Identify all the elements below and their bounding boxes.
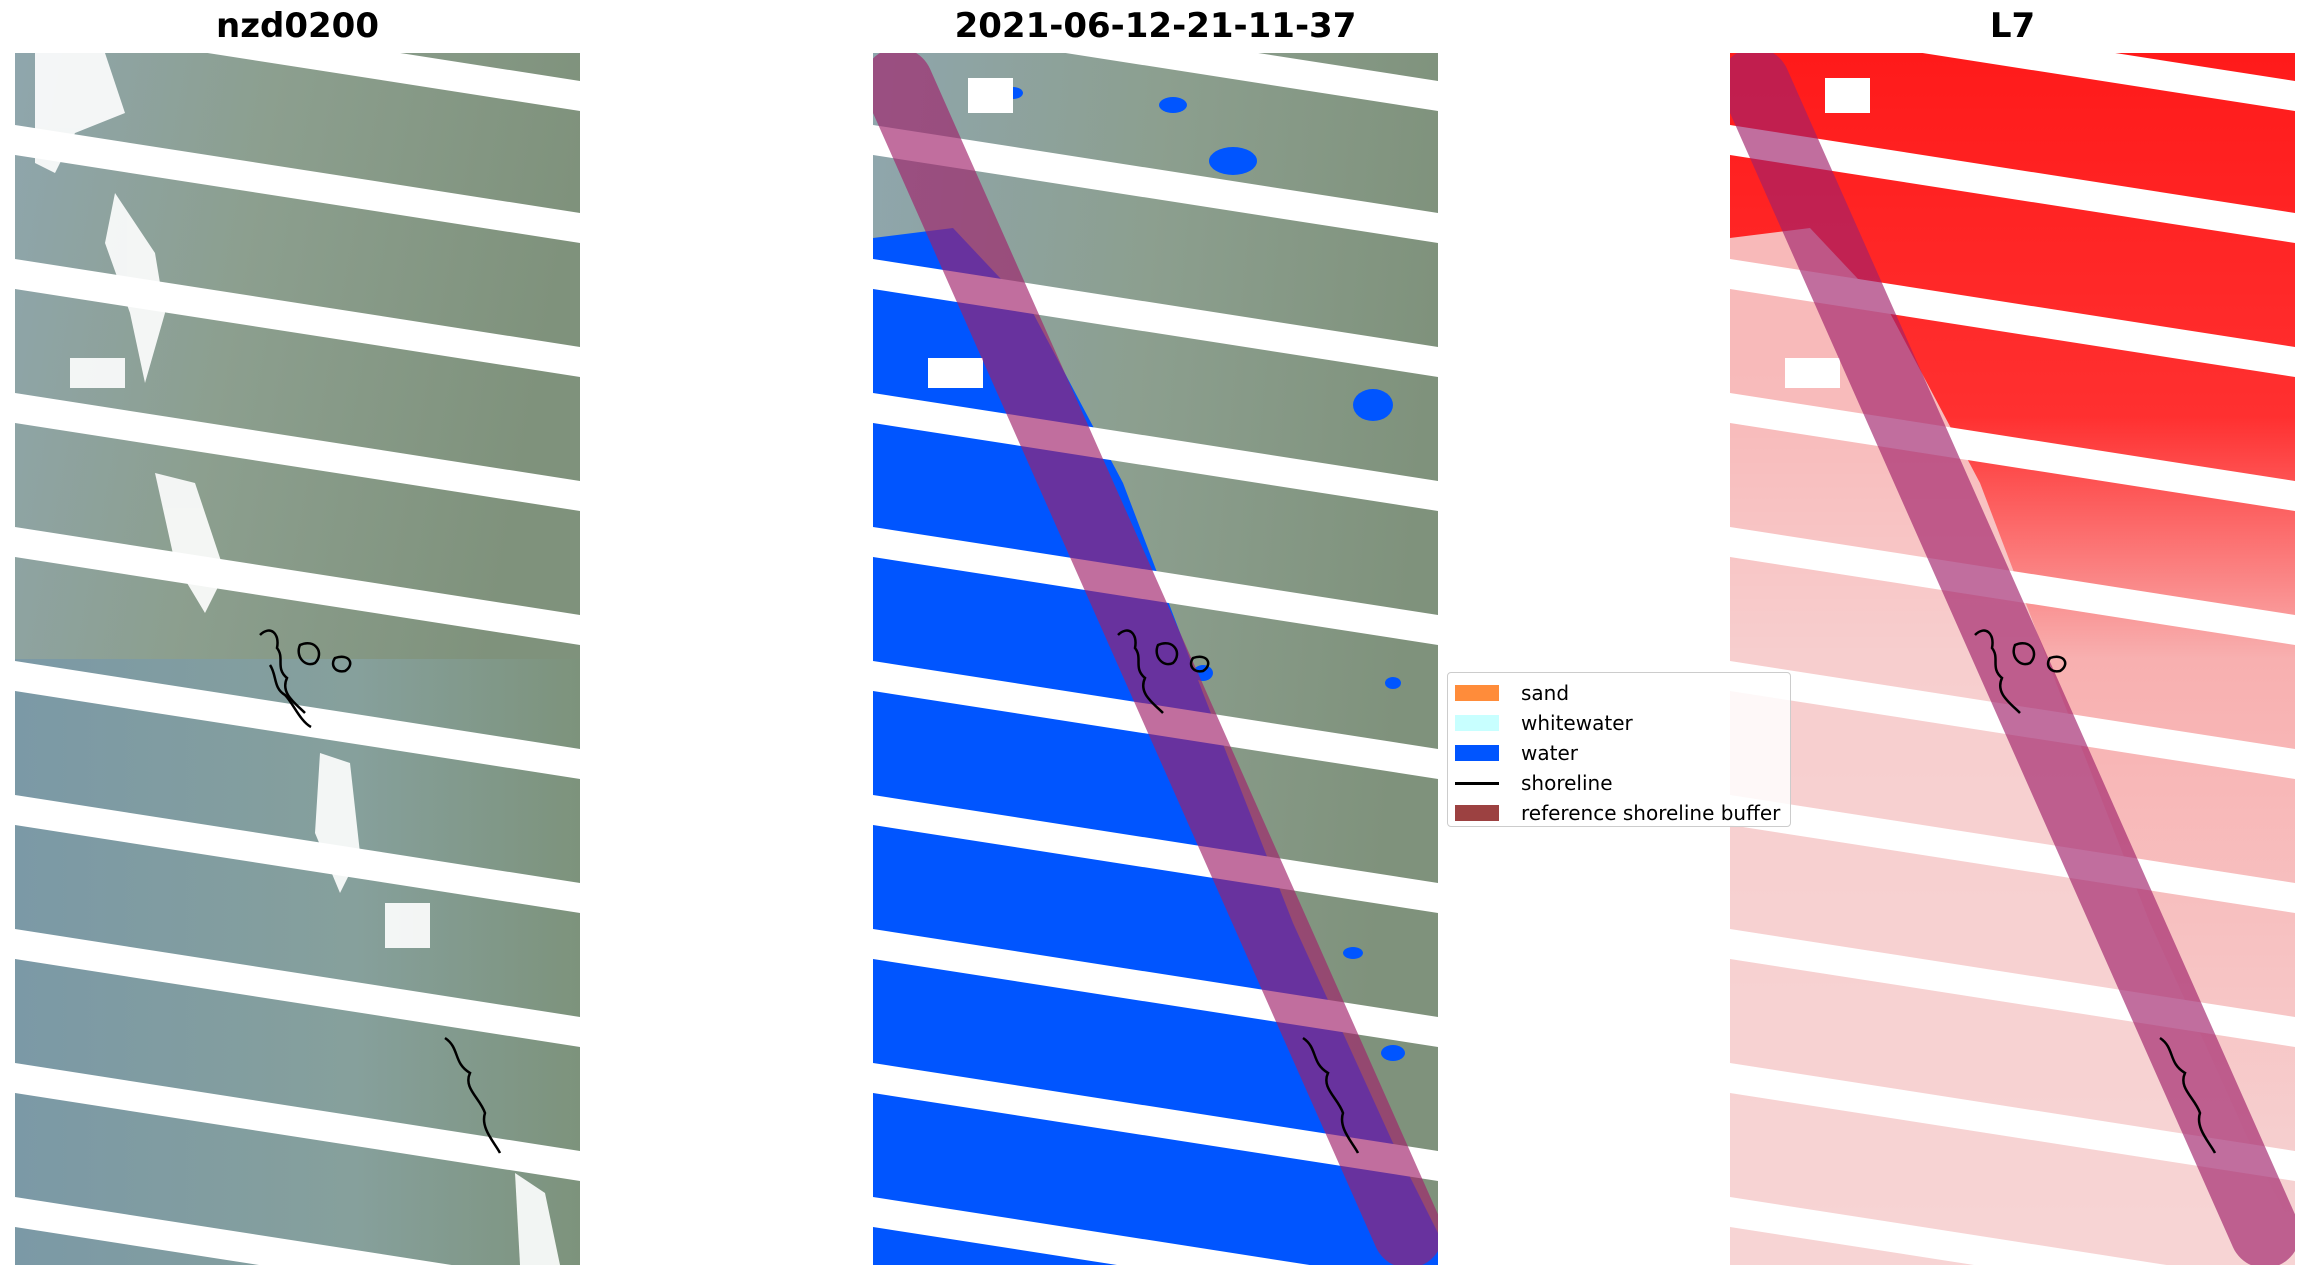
rgb-image-panel: [15, 53, 580, 1265]
reference-shoreline-buffer: [873, 53, 1438, 1265]
cloud-patches: [35, 53, 560, 1265]
panel-title-rgb: nzd0200: [216, 6, 379, 46]
shoreline-swatch: [1455, 781, 1499, 785]
legend-label: whitewater: [1521, 711, 1633, 735]
whitewater-swatch: [1455, 715, 1499, 731]
buffer-swatch: [1455, 805, 1499, 821]
cloud-patch: [928, 358, 983, 388]
water-swatch: [1455, 745, 1499, 761]
legend: sand whitewater water shoreline referenc…: [1447, 672, 1791, 827]
shoreline-contours: [1974, 629, 2217, 1154]
legend-label: water: [1521, 741, 1578, 765]
cloud-patch: [1785, 358, 1840, 388]
legend-label: reference shoreline buffer: [1521, 801, 1781, 825]
index-image-panel: [1730, 53, 2295, 1265]
sand-swatch: [1455, 685, 1499, 701]
panel-title-classified: 2021-06-12-21-11-37: [954, 6, 1357, 46]
scan-line-gaps: [15, 53, 580, 1265]
legend-item-buffer: reference shoreline buffer: [1455, 801, 1780, 825]
shoreline-contours: [259, 629, 502, 1154]
legend-label: shoreline: [1521, 771, 1613, 795]
reference-shoreline-buffer: [1730, 53, 2295, 1265]
legend-item-sand: sand: [1455, 681, 1569, 705]
cloud-patch: [1825, 78, 1870, 113]
panel-title-index: L7: [1989, 6, 2036, 46]
water-class-speckles: [1003, 87, 1405, 1061]
legend-label: sand: [1521, 681, 1570, 705]
legend-item-water: water: [1455, 741, 1578, 765]
legend-item-shoreline: shoreline: [1455, 771, 1613, 795]
cloud-patch: [968, 78, 1013, 113]
shoreline-contours: [1117, 629, 1360, 1154]
classified-image-panel: [873, 53, 1438, 1265]
legend-item-whitewater: whitewater: [1455, 711, 1633, 735]
